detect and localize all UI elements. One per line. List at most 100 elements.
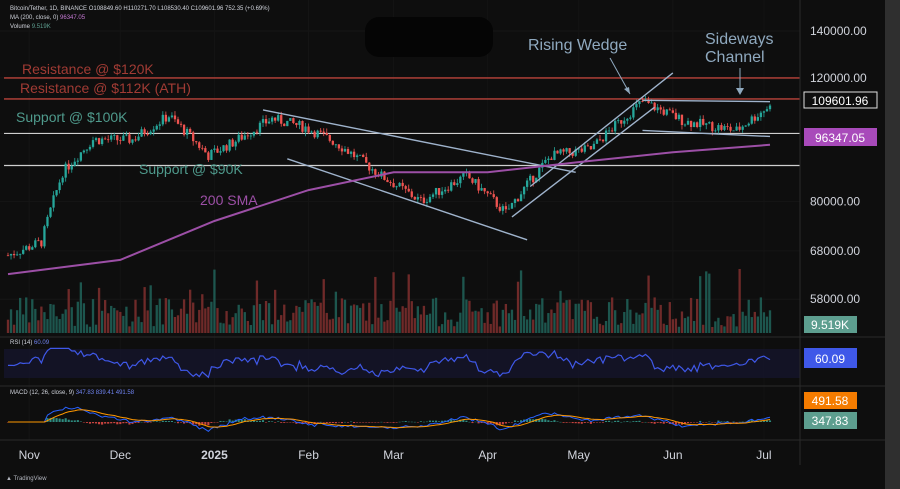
macd-hist-bar [192,422,195,425]
volume-bar [164,298,168,333]
macd-hist-bar [507,422,510,423]
candle-body [61,177,64,183]
macd-hist-bar [377,422,380,423]
volume-bar [510,309,514,333]
candle-body [149,131,152,135]
macd-hist-bar [699,420,702,422]
volume-bar [592,318,596,333]
volume-bar [73,325,76,333]
macd-hist-bar [526,419,529,422]
annotation-rising-wedge: Rising Wedge [528,37,627,54]
macd-hist-bar [723,421,726,423]
candle-body [289,118,292,121]
macd-hist-bar [216,422,219,423]
macd-hist-bar [571,422,574,424]
volume-legend[interactable]: Volume 9.519K [10,24,51,30]
candle-body [76,160,79,162]
macd-hist-bar [219,420,222,422]
candle-body [510,202,514,209]
volume-bar [653,297,656,333]
macd-hist-bar [85,422,88,423]
macd-hist-bar [371,422,374,423]
ma-legend[interactable]: MA (200, close, 0) 96347.05 [10,15,85,21]
volume-bar [659,304,662,333]
candle-body [425,202,429,203]
candle-body [91,140,95,147]
volume-bar [641,313,644,333]
macd-hist-bar [547,420,550,422]
volume-bar [574,303,577,333]
time-axis[interactable]: Nov Dec 2025 Feb Mar Apr May Jun Jul [19,448,772,462]
volume-bar [231,317,234,333]
volume-bar [173,316,177,333]
macd-hist-bar [589,422,592,424]
macd-hist-bar [738,421,741,423]
macd-hist-bar [398,421,401,423]
candle-body [79,152,83,161]
volume-bar [632,323,635,333]
trend-lines [262,72,771,241]
candle-body [571,152,574,156]
candle-body [15,254,19,256]
volume-bar [310,299,313,333]
volume-bar [562,302,565,333]
candle-body [18,253,22,255]
volume-bar [723,326,726,333]
volume-bar [626,299,629,333]
candle-body [85,149,89,151]
volume-bar [610,297,614,333]
volume-bar [580,299,583,333]
candle-body [614,121,617,132]
volume-bar [553,313,556,333]
macd-hist-bar [711,422,714,423]
candle-body [179,123,183,125]
candle-body [70,165,73,170]
macd-hist-bar [544,419,547,422]
candle-body [119,140,122,142]
volume-bar [650,307,653,333]
price-axis[interactable]: 140000.00120000.00100000.0080000.0068000… [810,24,867,306]
annotation-support-100: Support @ $100K [16,109,128,125]
candle-body [343,149,347,152]
candle-body [192,132,195,142]
volume-bar [176,315,180,333]
macd-hist-bar [158,421,161,423]
symbol-legend[interactable]: Bitcoin/Tether, 1D, BINANCE O108849.60 H… [10,6,270,12]
volume-bar [146,310,149,333]
volume-legend-value: 9.519K [31,24,51,30]
macd-hist-bar [380,421,383,423]
candle-body [310,131,313,133]
volume-bar [137,316,140,333]
volume-bar [249,324,253,333]
candle-body [43,226,46,247]
candle-body [756,117,760,121]
volume-bar [67,289,70,333]
candle-body [516,199,520,202]
candle-body [389,182,392,184]
volume-bar [49,304,52,333]
macd-hist-bar [550,421,553,422]
time-tick-label: Mar [383,448,404,462]
volume-bar [586,300,590,333]
macd-hist-bar [583,422,586,423]
macd-legend[interactable]: MACD (12, 26, close, 9) 347.83 839.41 49… [10,390,134,396]
tradingview-logo[interactable]: ▲ TradingView [6,476,47,482]
candle-body [577,148,580,150]
volume-bar [12,324,16,333]
candle-body [641,101,644,102]
candle-body [22,249,25,254]
macd-hist-bar [88,422,92,424]
rsi-legend[interactable]: RSI (14) 60.09 [10,340,49,346]
candle-body [374,169,377,175]
candle-body [495,197,498,207]
macd-hist-bar [58,418,61,422]
macd-hist-bar [116,422,119,425]
candle-body [735,126,738,131]
volume-bar [79,282,83,333]
volume-bar [140,322,143,333]
macd-hist-bar [556,421,559,422]
tradingview-logo-icon: ▲ [6,476,12,482]
macd-hist-badge [804,412,857,429]
